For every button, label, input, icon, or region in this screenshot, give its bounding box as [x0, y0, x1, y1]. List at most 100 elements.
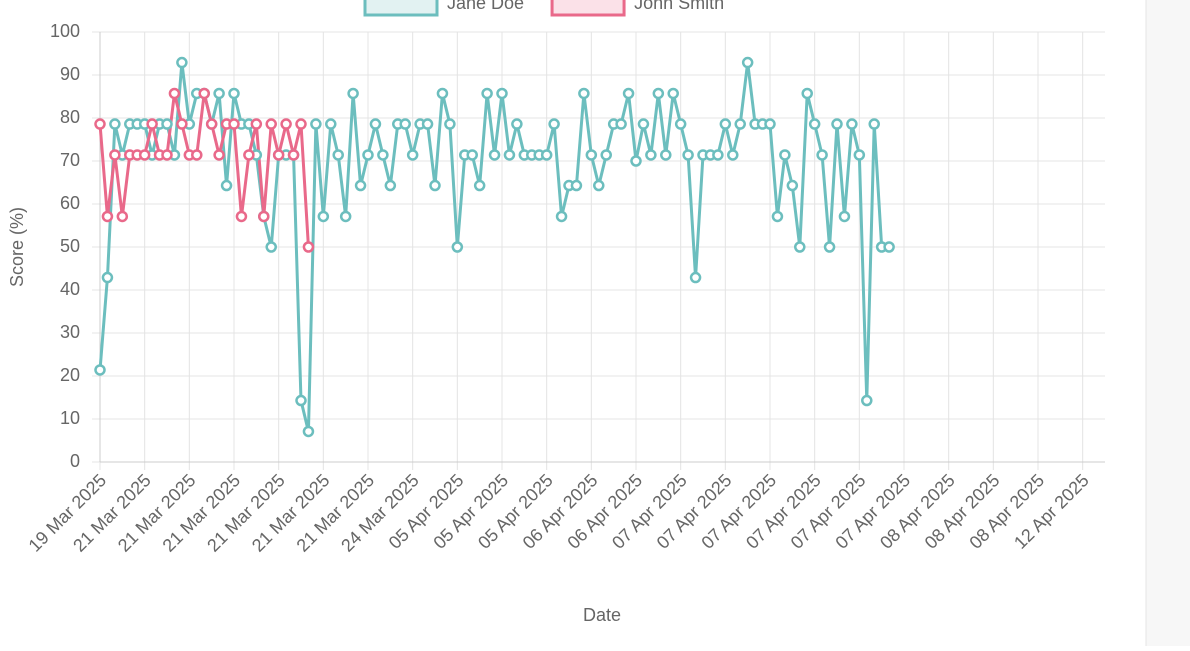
- legend-label: John Smith: [634, 0, 724, 13]
- data-point: [109, 149, 121, 161]
- y-tick-label: 50: [60, 236, 80, 256]
- data-point: [823, 241, 836, 253]
- data-point: [302, 425, 315, 438]
- data-point: [94, 118, 106, 130]
- y-axis-label: Score (%): [7, 207, 27, 287]
- data-point: [280, 118, 292, 130]
- data-point: [339, 210, 352, 223]
- data-point: [652, 87, 665, 100]
- data-point: [734, 118, 746, 130]
- data-point: [101, 210, 114, 223]
- data-point: [213, 87, 225, 100]
- data-point: [660, 149, 672, 161]
- data-point: [689, 271, 702, 284]
- y-tick-label: 70: [60, 150, 80, 170]
- data-point: [488, 149, 501, 161]
- data-point: [295, 118, 307, 130]
- data-point: [496, 87, 508, 100]
- data-point: [451, 241, 464, 253]
- data-point: [585, 149, 598, 161]
- data-point: [846, 118, 858, 130]
- data-point: [161, 118, 173, 130]
- data-point: [630, 155, 642, 167]
- data-point: [205, 118, 218, 130]
- data-point: [503, 149, 516, 161]
- data-point: [645, 149, 657, 161]
- data-point: [243, 149, 255, 161]
- data-point: [176, 118, 188, 130]
- data-point: [377, 149, 389, 161]
- data-point: [332, 149, 344, 161]
- data-point: [578, 87, 590, 100]
- y-tick-label: 0: [70, 451, 80, 471]
- data-point: [779, 149, 791, 161]
- data-point: [831, 118, 843, 130]
- data-point: [622, 87, 635, 100]
- data-point: [794, 241, 806, 253]
- y-tick-label: 10: [60, 408, 80, 428]
- data-point: [176, 56, 188, 69]
- data-point: [109, 118, 121, 130]
- data-point: [220, 179, 233, 192]
- data-point: [838, 210, 851, 223]
- data-point: [593, 179, 605, 192]
- data-point: [540, 149, 553, 161]
- data-point: [473, 179, 486, 192]
- data-point: [808, 118, 821, 130]
- y-tick-label: 100: [50, 21, 80, 41]
- data-point: [295, 394, 307, 407]
- data-point: [265, 118, 277, 130]
- data-point: [191, 149, 203, 161]
- data-point: [362, 149, 374, 161]
- data-point: [265, 241, 277, 253]
- data-point: [272, 149, 285, 161]
- data-point: [384, 179, 397, 192]
- data-point: [116, 210, 129, 223]
- data-point: [399, 118, 411, 130]
- data-point: [406, 149, 419, 161]
- data-point: [258, 210, 270, 223]
- data-point: [600, 149, 612, 161]
- data-point: [287, 149, 300, 161]
- scrollbar-area: [1146, 0, 1190, 646]
- data-point: [667, 87, 679, 100]
- data-point: [228, 87, 240, 100]
- y-tick-label: 90: [60, 64, 80, 84]
- data-point: [369, 118, 382, 130]
- data-point: [801, 87, 813, 100]
- legend-swatch: [363, 0, 439, 17]
- y-tick-label: 20: [60, 365, 80, 385]
- data-point: [511, 118, 523, 130]
- data-point: [816, 149, 828, 161]
- legend-swatch: [550, 0, 626, 17]
- data-point: [250, 118, 263, 130]
- data-point: [615, 118, 627, 130]
- data-point: [228, 118, 240, 130]
- data-point: [429, 179, 441, 192]
- data-point: [771, 210, 784, 223]
- data-point: [317, 210, 330, 223]
- y-tick-label: 80: [60, 107, 80, 127]
- data-point: [861, 394, 873, 407]
- data-point: [146, 118, 158, 130]
- data-point: [868, 118, 880, 130]
- data-point: [444, 118, 456, 130]
- data-point: [101, 271, 114, 284]
- data-point: [354, 179, 367, 192]
- data-point: [138, 149, 151, 161]
- y-tick-label: 30: [60, 322, 80, 342]
- data-point: [310, 118, 322, 130]
- legend-label: Jane Doe: [447, 0, 524, 13]
- data-point: [168, 87, 181, 100]
- x-axis-label: Date: [583, 605, 621, 625]
- data-point: [637, 118, 650, 130]
- data-point: [481, 87, 493, 100]
- data-point: [853, 149, 866, 161]
- data-point: [198, 87, 210, 100]
- data-point: [213, 149, 225, 161]
- data-point: [786, 179, 799, 192]
- data-point: [548, 118, 560, 130]
- data-point: [719, 118, 732, 130]
- data-point: [466, 149, 478, 161]
